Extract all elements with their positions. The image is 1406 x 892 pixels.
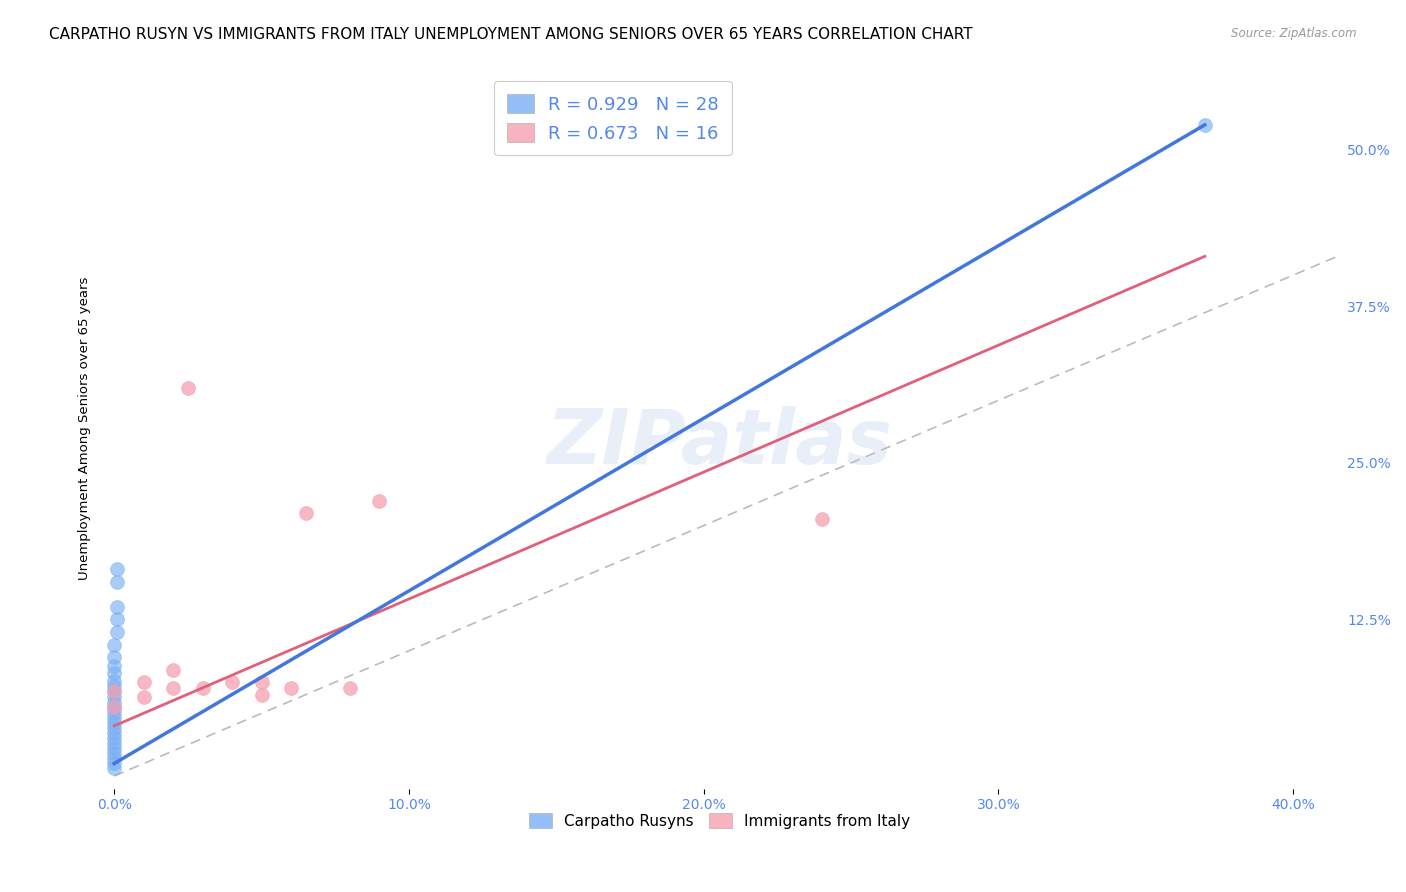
Point <box>103 679 125 693</box>
Point <box>162 663 184 677</box>
Point <box>103 666 125 681</box>
Point <box>103 684 125 698</box>
Point <box>103 731 125 746</box>
Point <box>250 675 273 690</box>
Point <box>132 675 155 690</box>
Point <box>103 673 125 688</box>
Point <box>105 612 128 626</box>
Point <box>103 700 125 714</box>
Point <box>103 741 125 756</box>
Text: CARPATHO RUSYN VS IMMIGRANTS FROM ITALY UNEMPLOYMENT AMONG SENIORS OVER 65 YEARS: CARPATHO RUSYN VS IMMIGRANTS FROM ITALY … <box>49 27 973 42</box>
Point <box>132 690 155 705</box>
Point <box>221 675 243 690</box>
Point <box>105 574 128 589</box>
Point <box>103 751 125 765</box>
Point <box>339 681 361 696</box>
Legend: Carpatho Rusyns, Immigrants from Italy: Carpatho Rusyns, Immigrants from Italy <box>523 806 917 835</box>
Point <box>103 690 125 705</box>
Point <box>103 650 125 665</box>
Point <box>191 681 214 696</box>
Point <box>103 722 125 736</box>
Point <box>103 697 125 711</box>
Y-axis label: Unemployment Among Seniors over 65 years: Unemployment Among Seniors over 65 years <box>79 277 91 580</box>
Point <box>177 381 200 395</box>
Point <box>810 512 832 526</box>
Point <box>103 711 125 725</box>
Point <box>103 701 125 715</box>
Point <box>1194 118 1216 132</box>
Point <box>103 684 125 698</box>
Point <box>294 506 316 520</box>
Text: ZIPatlas: ZIPatlas <box>547 406 893 480</box>
Point <box>105 562 128 576</box>
Text: Source: ZipAtlas.com: Source: ZipAtlas.com <box>1232 27 1357 40</box>
Point <box>103 638 125 652</box>
Point <box>103 747 125 761</box>
Point <box>250 688 273 702</box>
Point <box>105 599 128 614</box>
Point <box>162 681 184 696</box>
Point <box>103 658 125 673</box>
Point <box>103 756 125 771</box>
Point <box>103 762 125 776</box>
Point <box>368 493 391 508</box>
Point <box>103 736 125 750</box>
Point <box>105 625 128 640</box>
Point <box>103 706 125 721</box>
Point <box>103 726 125 740</box>
Point <box>103 716 125 731</box>
Point <box>280 681 302 696</box>
